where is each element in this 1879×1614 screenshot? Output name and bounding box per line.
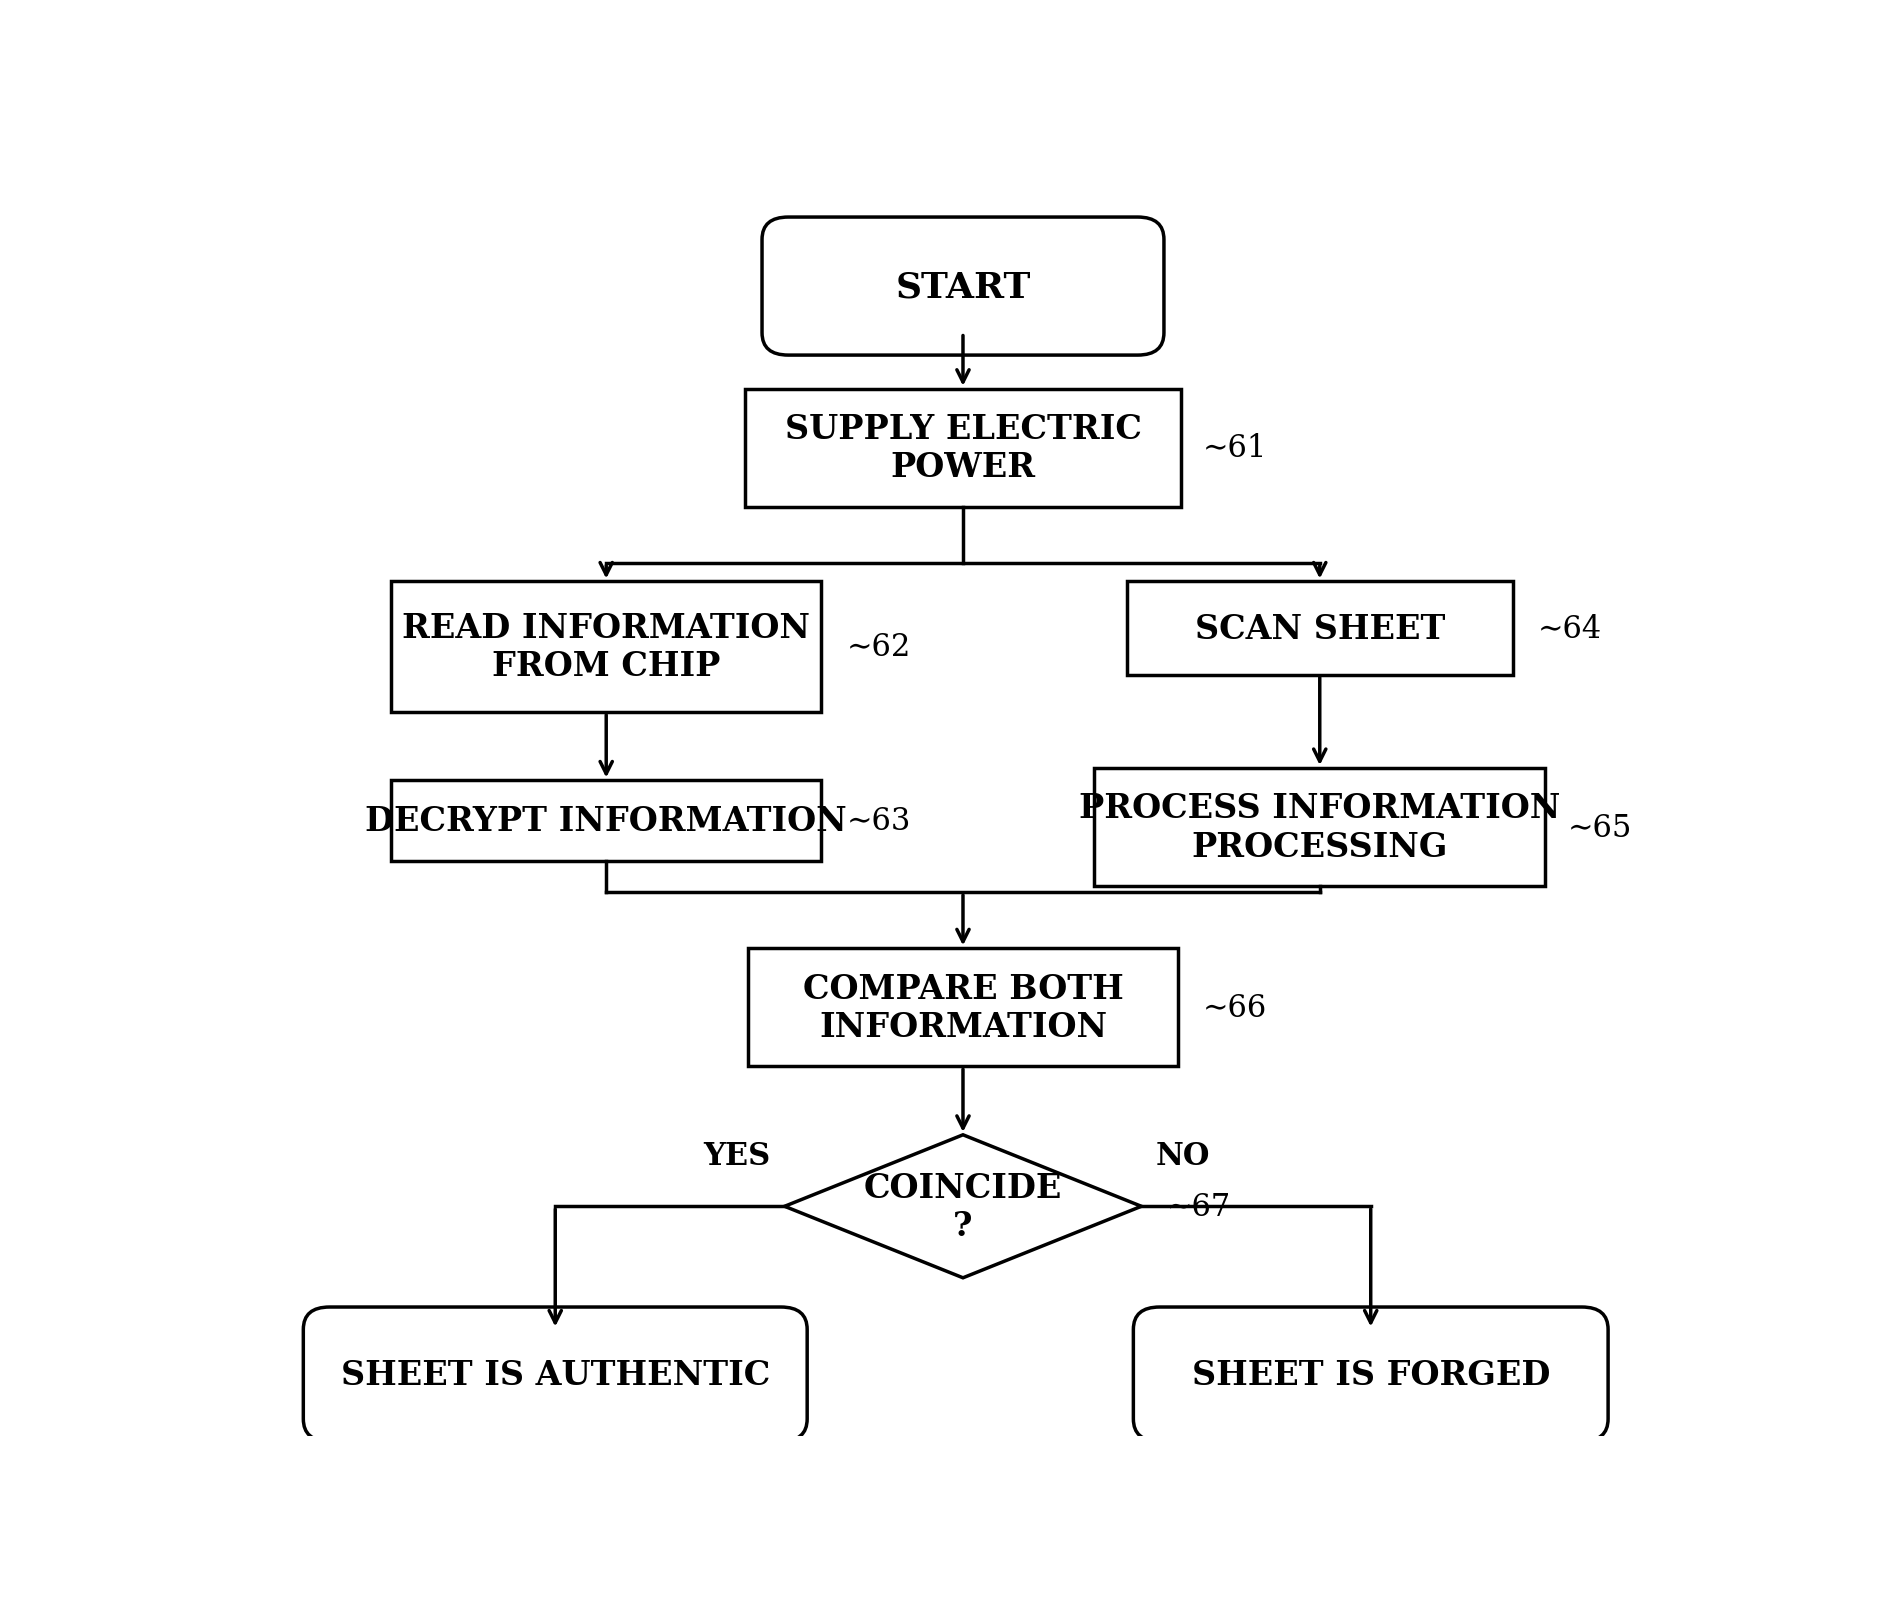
Text: SCAN SHEET: SCAN SHEET [1195,612,1445,646]
Text: SHEET IS AUTHENTIC: SHEET IS AUTHENTIC [340,1357,770,1391]
Text: COINCIDE
?: COINCIDE ? [864,1172,1062,1243]
Bar [1127,583,1513,675]
Text: READ INFORMATION
FROM CHIP: READ INFORMATION FROM CHIP [402,612,810,683]
Bar [744,389,1182,507]
Text: SHEET IS FORGED: SHEET IS FORGED [1191,1357,1550,1391]
Text: ∼66: ∼66 [1203,993,1268,1023]
Bar [748,949,1178,1067]
Text: ∼63: ∼63 [847,805,911,836]
FancyBboxPatch shape [303,1307,808,1441]
Text: ∼64: ∼64 [1539,613,1603,644]
Text: ∼61: ∼61 [1203,433,1268,463]
Text: ∼65: ∼65 [1567,812,1631,843]
Text: START: START [894,270,1032,303]
Text: ∼62: ∼62 [847,631,911,663]
Text: YES: YES [703,1141,770,1172]
Bar [391,583,821,712]
Polygon shape [785,1135,1141,1278]
FancyBboxPatch shape [763,218,1163,355]
Text: COMPARE BOTH
INFORMATION: COMPARE BOTH INFORMATION [802,972,1124,1043]
Text: ∼67: ∼67 [1167,1191,1231,1222]
Bar [391,781,821,862]
Text: DECRYPT INFORMATION: DECRYPT INFORMATION [365,805,847,838]
FancyBboxPatch shape [1133,1307,1608,1441]
Text: PROCESS INFORMATION
PROCESSING: PROCESS INFORMATION PROCESSING [1079,792,1560,863]
Text: NO: NO [1156,1141,1210,1172]
Bar [1094,768,1545,886]
Text: SUPPLY ELECTRIC
POWER: SUPPLY ELECTRIC POWER [785,413,1141,484]
